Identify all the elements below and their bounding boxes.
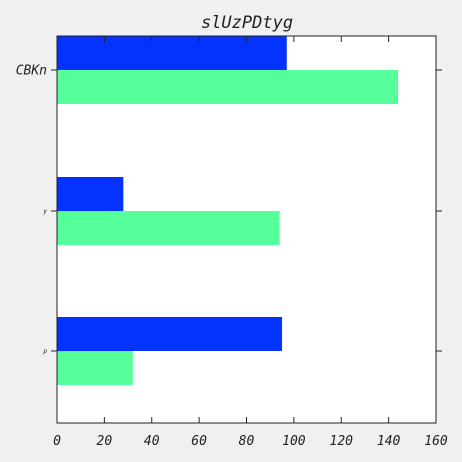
x-tick-label: 100	[282, 434, 306, 449]
plot-frame	[56, 35, 437, 424]
bar-series2-CBKn	[57, 70, 399, 104]
x-tick-label: 40	[144, 434, 160, 449]
x-tick-label: 0	[53, 434, 61, 449]
x-tick-label: 160	[424, 434, 448, 449]
bar-series1-y	[57, 177, 124, 211]
y-tick-label: p	[43, 348, 47, 355]
bar-series2-p	[57, 351, 133, 385]
x-tick-label: 120	[330, 434, 354, 449]
bar-series1-p	[57, 317, 283, 351]
x-tick-label: 80	[239, 434, 255, 449]
y-tick-label: y	[42, 208, 47, 215]
x-tick-label: 20	[97, 434, 113, 449]
y-tick-label: CBKn	[16, 64, 47, 79]
x-tick-label: 60	[191, 434, 207, 449]
chart-title: slUzPDtyg	[201, 13, 293, 33]
x-tick-label: 140	[377, 434, 401, 449]
bar-series2-y	[57, 211, 280, 245]
bar-series1-CBKn	[57, 36, 287, 70]
